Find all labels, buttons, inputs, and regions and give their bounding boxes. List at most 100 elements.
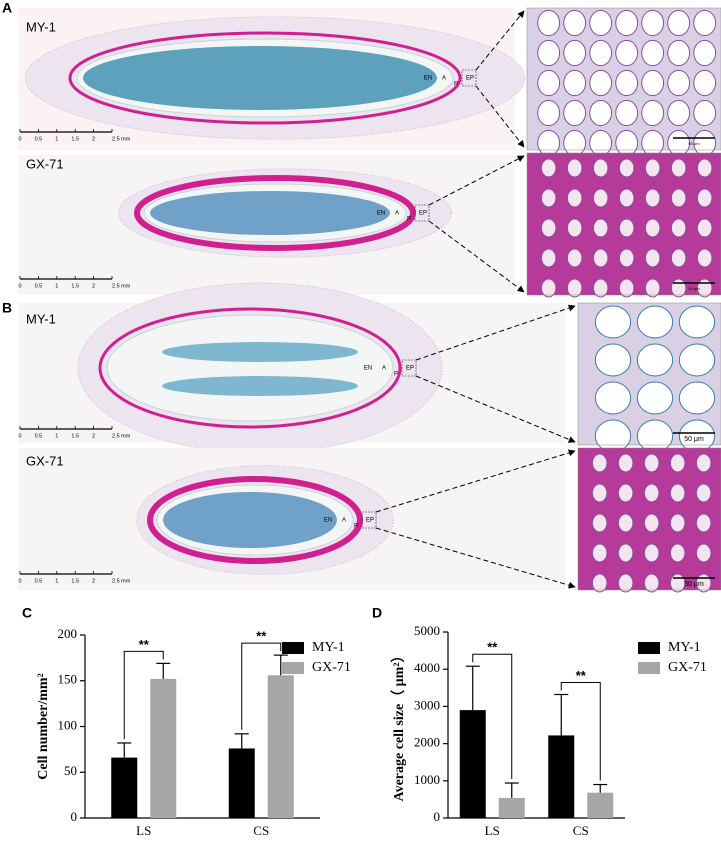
zoom-image: [577, 447, 721, 593]
cell: [696, 158, 713, 178]
bar: [111, 757, 138, 818]
cell: [667, 9, 691, 37]
bar: [228, 748, 255, 818]
cell: [641, 129, 665, 157]
cell: [540, 248, 557, 268]
cell: [641, 69, 665, 97]
tissue-label: P: [394, 372, 398, 378]
cell: [693, 39, 717, 67]
zoom-scale-label: 50 μm: [688, 141, 700, 146]
y-tick-label: 100: [58, 717, 78, 732]
cell: [592, 248, 609, 268]
cell: [644, 248, 661, 268]
cell: [617, 483, 634, 503]
cell: [636, 305, 674, 339]
zoom-arrow: [375, 527, 576, 589]
cell: [566, 158, 583, 178]
cell: [678, 343, 716, 377]
tissue-label: P: [454, 82, 458, 88]
x-tick-label: LS: [136, 823, 151, 838]
bar: [150, 678, 177, 818]
cell: [566, 248, 583, 268]
scale-label: 2: [92, 578, 95, 584]
cell: [667, 99, 691, 127]
cell: [615, 39, 639, 67]
cell: [563, 39, 587, 67]
zoom-box: [401, 359, 417, 377]
zoom-box: [414, 204, 430, 222]
cell: [591, 543, 608, 563]
legend-swatch: [282, 662, 304, 674]
scale-label: 1.5: [71, 136, 79, 142]
zoom-arrow: [375, 449, 576, 513]
cell: [591, 513, 608, 533]
cell: [669, 453, 686, 473]
cell: [589, 99, 613, 127]
zoom-box: [361, 511, 377, 529]
significance-bracket: [241, 642, 282, 730]
cell: [591, 573, 608, 593]
scale-label: 2: [92, 136, 95, 142]
sample-name: MY-1: [26, 19, 56, 34]
cell: [693, 9, 717, 37]
cell: [696, 218, 713, 238]
cell: [594, 419, 632, 453]
panel-label: B: [2, 300, 12, 316]
cell: [644, 218, 661, 238]
zoom-image: [526, 152, 721, 298]
y-tick-label: 50: [64, 763, 77, 778]
scale-label: 2.5 mm: [112, 433, 131, 439]
embryo: [162, 376, 358, 396]
y-tick-label: 1000: [414, 772, 440, 787]
embryo: [150, 191, 390, 235]
tissue-label: EP: [406, 366, 414, 372]
tissue-label: P: [354, 524, 358, 530]
cell: [641, 9, 665, 37]
cell: [589, 129, 613, 157]
sclerenchyma: [134, 175, 416, 251]
scale-label: 0.5: [35, 136, 43, 142]
tissue-label: A: [395, 211, 399, 217]
scale-label: 1: [55, 433, 58, 439]
cell: [669, 483, 686, 503]
bar: [498, 797, 525, 818]
bar: [548, 735, 575, 818]
cell: [592, 218, 609, 238]
cell: [594, 381, 632, 415]
significance-label: **: [139, 637, 150, 652]
bar: [267, 675, 294, 818]
bar: [587, 792, 614, 818]
zoom-arrow: [428, 155, 525, 206]
y-tick-label: 150: [58, 672, 78, 687]
sample-name: GX-71: [26, 156, 64, 171]
scale-label: 0: [18, 578, 21, 584]
x-tick-label: CS: [253, 823, 269, 838]
scale-label: 0.5: [35, 578, 43, 584]
tissue-label: EN: [364, 366, 372, 372]
legend-label: GX-71: [668, 660, 707, 675]
cell: [695, 453, 712, 473]
scale-label: 1: [55, 578, 58, 584]
significance-bracket: [123, 650, 164, 739]
scale-label: 0.5: [35, 433, 43, 439]
cell: [678, 305, 716, 339]
tissue-label: A: [442, 76, 446, 82]
scale-label: 1: [55, 283, 58, 289]
cell: [592, 188, 609, 208]
scale-label: 2: [92, 433, 95, 439]
cell: [618, 158, 635, 178]
cell: [617, 453, 634, 473]
y-tick-label: 200: [58, 626, 78, 641]
embryo: [163, 492, 337, 548]
cell: [589, 39, 613, 67]
cell: [540, 188, 557, 208]
cell: [566, 278, 583, 298]
significance-label: **: [487, 640, 498, 655]
scale-label: 2: [92, 283, 95, 289]
cell: [589, 9, 613, 37]
significance-bracket: [560, 681, 601, 781]
cell: [615, 9, 639, 37]
cell: [636, 343, 674, 377]
zoom-arrow: [475, 10, 525, 71]
cell: [644, 158, 661, 178]
